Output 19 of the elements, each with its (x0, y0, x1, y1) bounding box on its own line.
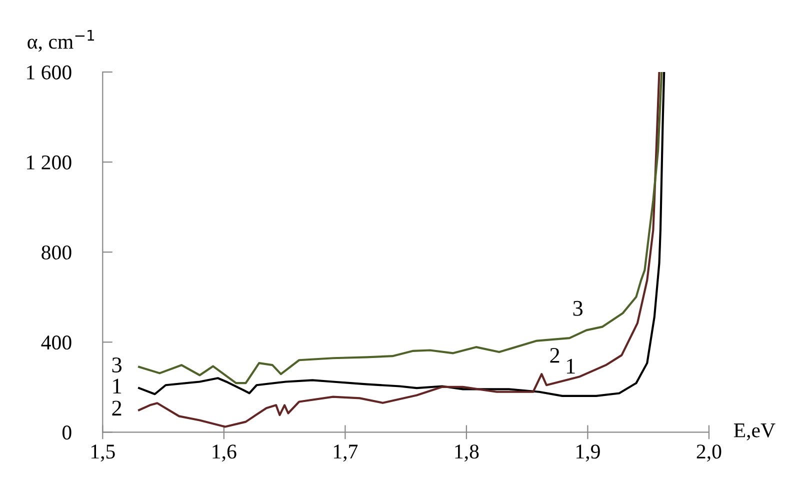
x-tick-label: 1,6 (212, 444, 236, 462)
x-axis-title: E,eV (734, 424, 776, 440)
x-tick-label: 2,0 (696, 444, 722, 462)
x-tick-label: 1,5 (91, 444, 115, 462)
x-tick-label: 1,7 (334, 444, 358, 462)
text: 3 (112, 358, 122, 372)
series-label: 3 (573, 300, 583, 316)
series-label: 2 (550, 348, 560, 363)
series-label: 1 (113, 378, 122, 394)
y-axis-title: α, cm$^{−1}$ (28, 30, 94, 52)
y-tick-label: 800 (42, 245, 72, 260)
x-tick-label: 1,8 (455, 444, 479, 462)
x-tick-label: 1,9 (576, 444, 600, 462)
y-tick-label: 1 600 (27, 65, 72, 80)
y-tick-label: 1 200 (27, 155, 72, 170)
y-tick-label: 0 (62, 426, 72, 440)
text: 2 (112, 400, 122, 416)
y-tick-label: 400 (41, 336, 72, 350)
text: 1 (566, 358, 575, 374)
